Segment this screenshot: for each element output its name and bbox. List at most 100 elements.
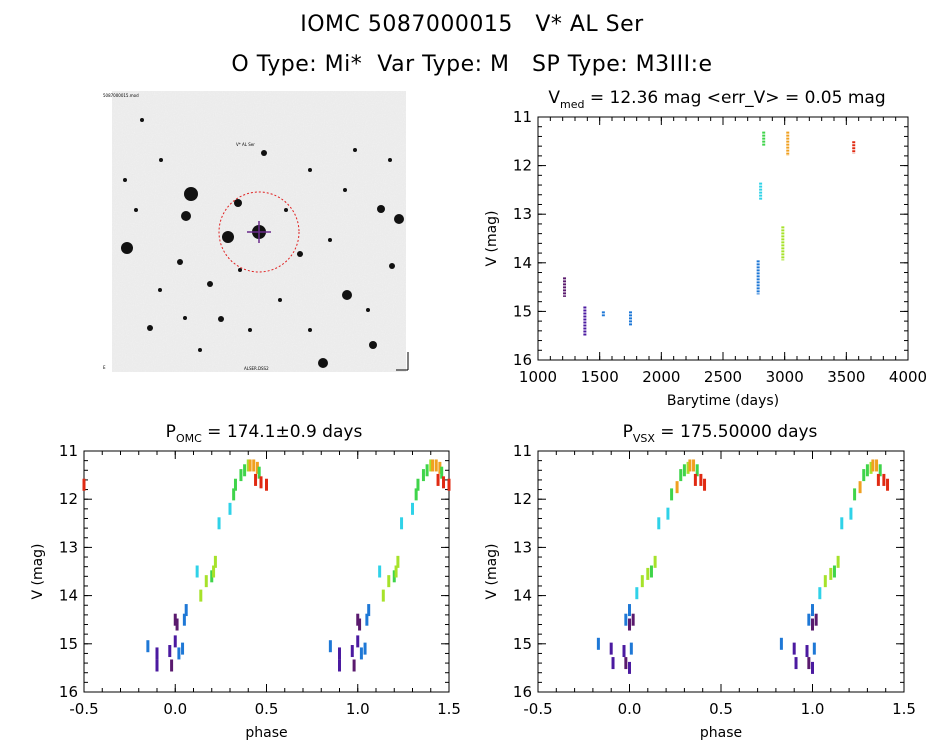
y-axis-label: V (mag) (484, 210, 500, 266)
data-point (596, 637, 600, 650)
data-point (869, 461, 873, 474)
data-point (807, 657, 811, 670)
data-point (265, 478, 268, 491)
x-axis-label: Barytime (days) (667, 393, 779, 409)
data-point (429, 459, 433, 472)
data-point (649, 565, 653, 578)
y-tick-label: 16 (59, 683, 78, 701)
data-point (875, 459, 879, 472)
finder-star (284, 208, 288, 212)
data-point (609, 642, 613, 655)
data-point (670, 488, 674, 501)
y-tick-label: 14 (513, 587, 532, 605)
x-tick-label: 0.5 (255, 700, 279, 718)
finder-star (207, 281, 213, 287)
finder-star (377, 205, 385, 213)
data-point (832, 565, 836, 578)
data-point (212, 565, 216, 578)
data-point (394, 565, 398, 578)
data-point (858, 481, 862, 494)
data-point (811, 604, 814, 617)
finder-star (222, 231, 234, 243)
data-point (82, 478, 86, 491)
data-point (853, 488, 857, 501)
data-point (338, 659, 341, 672)
data-point (396, 555, 400, 568)
finder-star (183, 316, 187, 320)
data-point (213, 555, 217, 568)
finder-star (308, 168, 312, 172)
data-point (381, 589, 385, 602)
data-point (217, 517, 221, 530)
data-point (170, 659, 174, 672)
data-point (359, 647, 363, 660)
finder-star (343, 188, 347, 192)
finder-star (308, 328, 312, 332)
data-point (635, 587, 639, 600)
x-tick-label: -0.5 (523, 700, 552, 718)
x-tick-label: 0.5 (709, 700, 733, 718)
data-point (876, 473, 880, 486)
finder-star (159, 158, 163, 162)
data-point (210, 570, 214, 583)
data-point (438, 461, 442, 474)
lightcurve-panel: 1000 1500 2000 2500 3000 3500 4000 11 12 13 14 15 16… (484, 108, 927, 409)
data-point (640, 575, 644, 588)
y-tick-label: 14 (513, 254, 532, 272)
data-point (628, 604, 631, 617)
x-axis-label: phase (245, 725, 287, 741)
data-point (440, 466, 444, 479)
data-point (356, 635, 360, 648)
finder-label-top-left: 5087000015.mod (103, 93, 139, 98)
y-tick-label: 13 (59, 538, 78, 556)
data-point (862, 469, 866, 482)
data-point (414, 488, 418, 501)
finder-star (328, 238, 332, 242)
x-tick-label: -0.5 (69, 700, 98, 718)
finder-star (388, 158, 392, 162)
data-point (367, 604, 371, 617)
data-point (232, 488, 236, 501)
finder-label-target: V* AL Ser (236, 142, 255, 147)
y-tick-label: 15 (59, 635, 78, 653)
data-point (840, 517, 844, 530)
y-tick-label: 11 (513, 442, 532, 460)
data-point (695, 464, 699, 477)
data-point (624, 613, 628, 626)
x-tick-label: 3500 (827, 368, 865, 386)
data-point (175, 618, 179, 631)
y-tick-label: 12 (59, 490, 78, 508)
x-tick-label: 0.0 (618, 700, 642, 718)
x-tick-label: 1.5 (892, 700, 916, 718)
finder-star (234, 199, 242, 207)
data-point (246, 459, 250, 472)
data-point (823, 575, 827, 588)
x-tick-label: 2500 (704, 368, 742, 386)
data-point (779, 637, 783, 650)
chart-title-line1: IOMC 5087000015 V* AL Ser (300, 12, 644, 37)
data-point (675, 481, 679, 494)
data-point (259, 476, 263, 489)
finder-star (248, 328, 252, 332)
y-tick-label: 12 (513, 157, 532, 175)
data-point (425, 464, 429, 477)
finder-star (366, 308, 370, 312)
data-point (328, 640, 332, 653)
finder-star (353, 148, 357, 152)
data-point (666, 507, 670, 520)
data-point (628, 661, 631, 674)
data-point (688, 459, 692, 472)
data-point (792, 642, 796, 655)
data-point (239, 469, 243, 482)
data-point (248, 459, 252, 472)
data-point (703, 478, 707, 491)
data-point (392, 570, 396, 583)
chart-title-line2: O Type: Mi* Var Type: M SP Type: M3III:e (231, 52, 713, 77)
y-tick-label: 12 (513, 490, 532, 508)
data-point (679, 469, 683, 482)
data-point (882, 473, 886, 486)
data-point (155, 647, 159, 660)
finder-star (181, 211, 191, 221)
y-axis-label: V (mag) (30, 543, 46, 599)
data-point (442, 476, 446, 489)
